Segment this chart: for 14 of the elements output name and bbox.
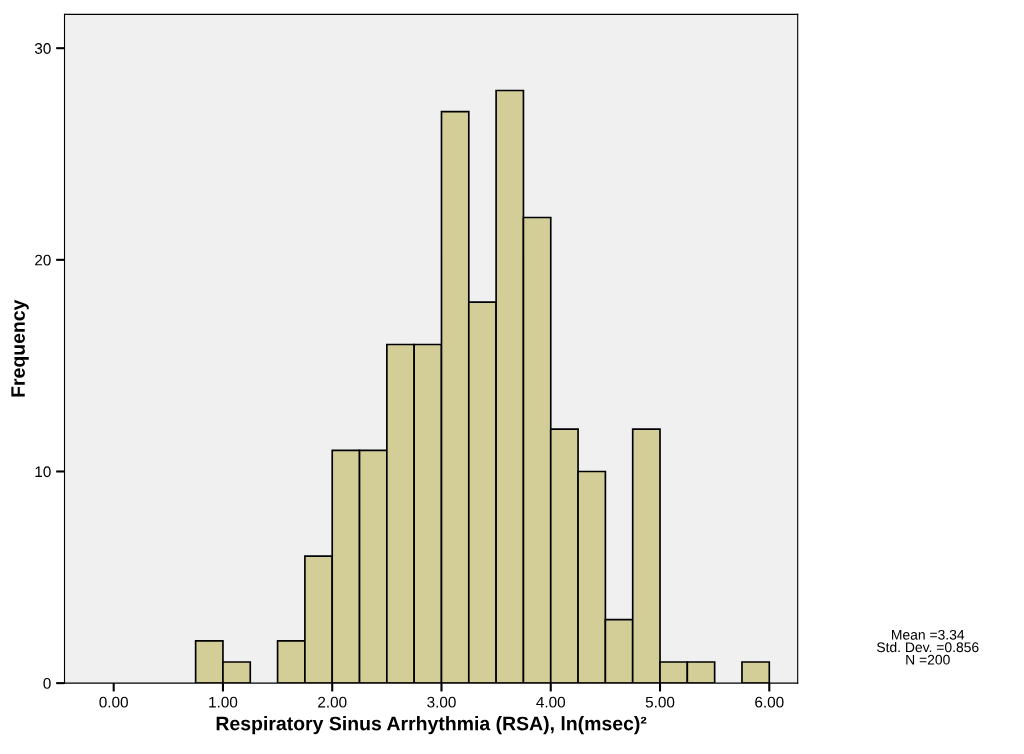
y-tick-label: 20 — [35, 254, 51, 266]
text: Mean =3.34 Std. Dev. =0.856 N =200 — [876, 629, 979, 665]
y-tick-label: 10 — [35, 466, 51, 478]
x-tick-label: 6.00 — [755, 696, 784, 708]
x-tick-label: 0.00 — [99, 696, 128, 708]
x-tick-label: 1.00 — [209, 696, 238, 708]
x-axis-title: Respiratory Sinus Arrhythmia (RSA), ln(msec)² — [216, 716, 647, 735]
y-axis-title: Frequency — [11, 299, 29, 397]
x-tick-label: 4.00 — [536, 696, 566, 708]
y-tick-label: 0 — [43, 677, 51, 689]
x-tick-label: 5.00 — [645, 696, 675, 708]
x-tick-label: 2.00 — [318, 696, 347, 708]
x-tick-label: 3.00 — [427, 696, 456, 708]
y-tick-label: 30 — [34, 43, 51, 54]
